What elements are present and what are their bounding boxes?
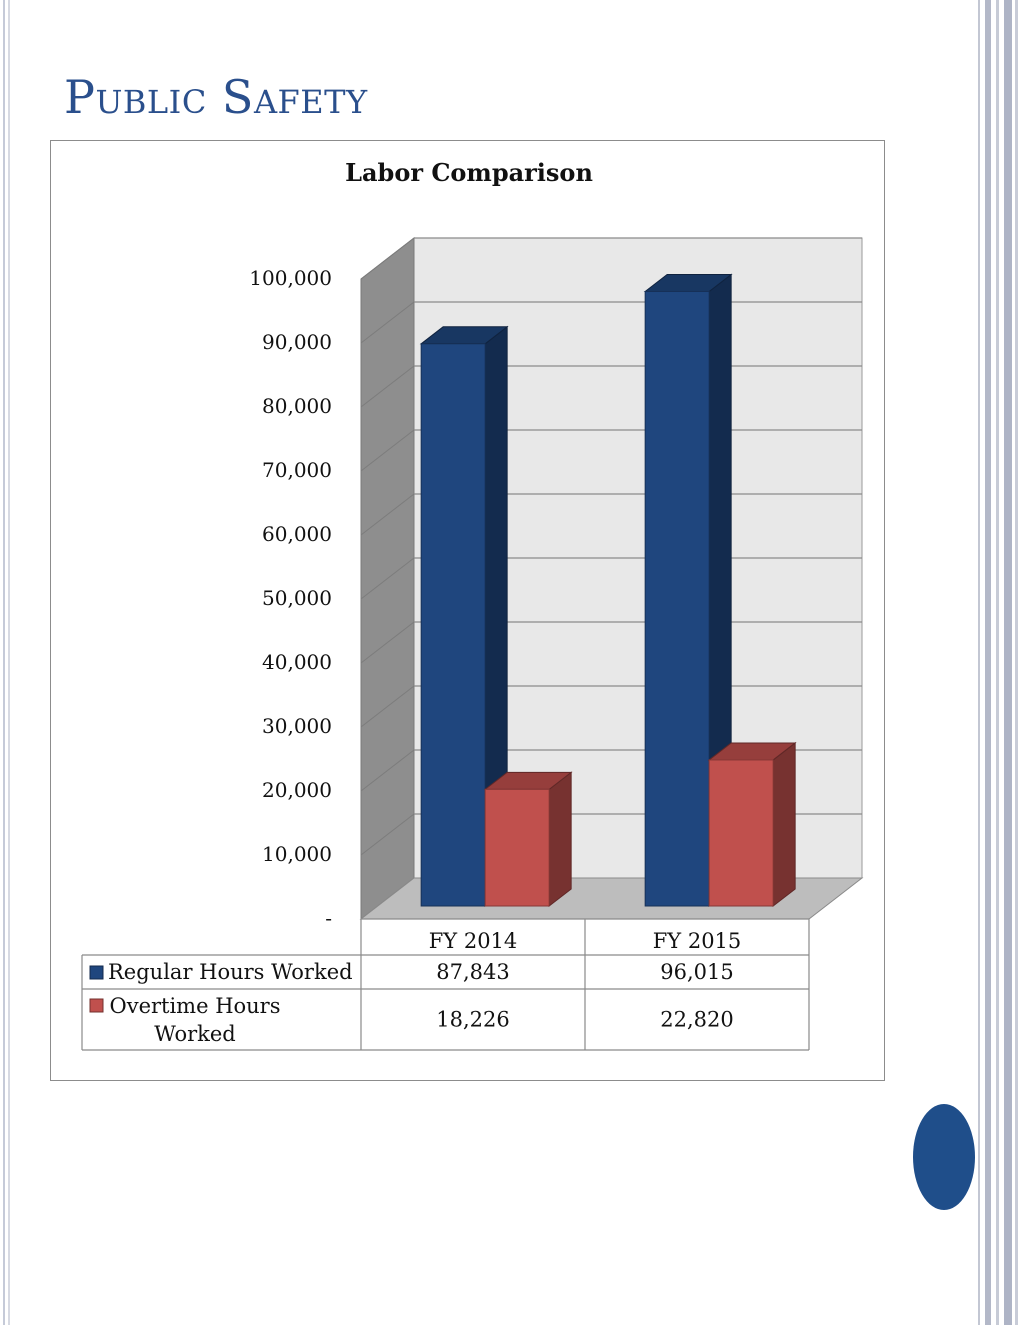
y-tick-label: 10,000 (262, 842, 332, 866)
bar-front (420, 343, 486, 907)
legend-key-overtime (89, 998, 104, 1013)
y-tick-label: 90,000 (262, 330, 332, 354)
y-tick-label: 30,000 (262, 714, 332, 738)
gridline-side (360, 493, 415, 536)
frame-line-right-4 (1004, 0, 1012, 1325)
frame-line-right-2 (985, 0, 991, 1325)
legend-key-regular (89, 965, 104, 980)
gridline-side (360, 813, 415, 856)
y-tick-label: 20,000 (262, 778, 332, 802)
data-label: 22,820 (660, 1008, 733, 1032)
chart-title: Labor Comparison (345, 158, 593, 187)
y-tick-label: 100,000 (249, 266, 332, 290)
bar-front (708, 759, 774, 907)
gridline-side (360, 685, 415, 728)
bar-front (644, 291, 710, 907)
frame-line-right-3 (996, 0, 999, 1325)
page-marker-oval (913, 1104, 975, 1210)
gridline-side (360, 429, 415, 472)
frame-line-left-inner (8, 0, 10, 1325)
page-title: Public Safety (64, 70, 368, 124)
x-tick-label: FY 2015 (653, 929, 742, 953)
bar-overtime-fy-2015 (707, 741, 797, 908)
data-label: 87,843 (436, 960, 509, 984)
gridline-side (360, 557, 415, 600)
chart-svg: Labor Comparison - 10,000 20,000 30,000 40,00… (81, 158, 864, 1051)
gridline-side (360, 301, 415, 344)
gridline-side (360, 237, 415, 280)
bar-regular-fy-2015 (643, 273, 733, 908)
frame-line-right-5 (1015, 0, 1018, 1325)
legend-label-line: Overtime Hours (109, 994, 280, 1018)
legend-label-overtime: Overtime Hours Worked (109, 994, 280, 1046)
bar-side (772, 741, 796, 908)
gridline-side (360, 749, 415, 792)
y-tick-label: 60,000 (262, 522, 332, 546)
gridline-side (360, 365, 415, 408)
bar-overtime-fy-2014 (483, 771, 573, 908)
y-tick-label: 80,000 (262, 394, 332, 418)
frame-line-right-1 (978, 0, 980, 1325)
gridline-side (360, 621, 415, 664)
chart-container: Labor Comparison - 10,000 20,000 30,000 40,00… (50, 140, 885, 1081)
legend-label-line: Worked (154, 1022, 235, 1046)
bar-front (484, 788, 550, 907)
data-label: 18,226 (436, 1008, 509, 1032)
y-tick-label: - (325, 906, 332, 930)
y-tick-label: 70,000 (262, 458, 332, 482)
x-tick-label: FY 2014 (429, 929, 518, 953)
data-label: 96,015 (660, 960, 733, 984)
bar-regular-fy-2014 (419, 325, 509, 908)
frame-line-left (3, 0, 5, 1325)
bar-side (548, 771, 572, 908)
y-tick-label: 40,000 (262, 650, 332, 674)
y-tick-label: 50,000 (262, 586, 332, 610)
legend-label-regular: Regular Hours Worked (108, 960, 353, 984)
